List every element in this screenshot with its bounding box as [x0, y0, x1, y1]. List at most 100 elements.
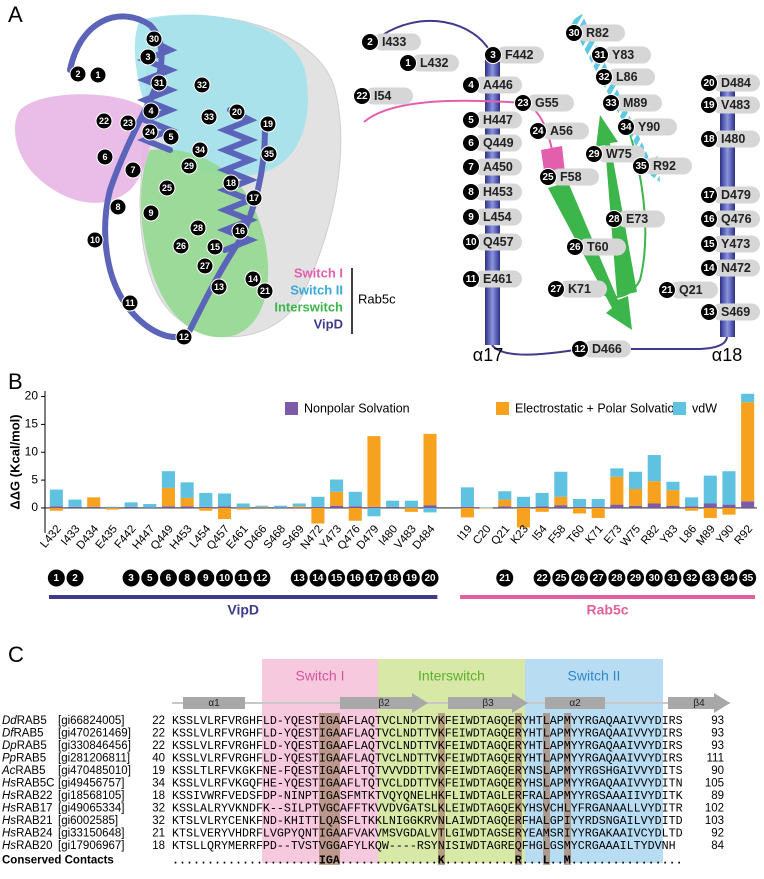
residue-pill	[541, 122, 589, 140]
bar-segment	[535, 507, 549, 512]
switch-i-surface	[15, 94, 151, 203]
start-position: 22	[152, 715, 165, 727]
legend-swatch	[285, 402, 298, 415]
residue-badge	[529, 122, 547, 140]
start-position: 22	[152, 740, 165, 752]
legend-label: Switch I	[294, 265, 343, 280]
residue-number: 19	[703, 100, 715, 111]
residue-number: 21	[260, 286, 270, 296]
residue-name: E461	[483, 272, 512, 286]
residue-badge	[172, 237, 190, 255]
residue-badge	[720, 569, 738, 587]
residue-badge	[595, 68, 613, 86]
residue-number: 31	[594, 50, 606, 61]
bar-segment	[217, 507, 232, 520]
sequence: KSSIVWRFVEDSFDP-NINPTIGASFMTKTVQYQNELHKF…	[172, 789, 683, 803]
residue-number: 11	[238, 573, 249, 584]
residue-badge	[591, 46, 609, 64]
residue-number: 3	[145, 52, 150, 62]
bar-segment	[180, 506, 194, 508]
bar-segment	[703, 503, 717, 508]
residue-pill	[474, 270, 522, 288]
bar-segment	[479, 507, 493, 508]
sequence: KSSLALRYVKNDFK--SILPTVGCAFFTKVVDVGATSLKL…	[172, 802, 683, 816]
region-label: Switch I	[295, 668, 344, 684]
residue-badge	[421, 569, 439, 587]
residue-badge	[89, 66, 107, 84]
species: Dd	[2, 715, 17, 727]
residue-badge	[700, 303, 718, 321]
residue-badge	[290, 569, 308, 587]
residue-name: R92	[653, 159, 676, 173]
residue-pill	[474, 158, 522, 176]
residue-number: 19	[406, 573, 418, 584]
start-position: 32	[152, 815, 165, 827]
residue-number: 6	[166, 573, 172, 584]
residue-number: 15	[331, 573, 343, 584]
x-tick-label: R92	[733, 523, 756, 547]
y-tick-label: 10	[25, 444, 39, 458]
sequence: KTSLVERYVHDRFLVGPYQNTIGAAFVAKVMSVGDALVTL…	[172, 827, 683, 841]
start-position: 22	[152, 728, 165, 740]
residue-number: 34	[620, 122, 632, 133]
bar-segment	[666, 505, 680, 508]
gene: RAB5C	[16, 778, 54, 790]
y-tick-label: 20	[25, 389, 39, 403]
residue-pill	[712, 186, 760, 204]
residue-number: 33	[705, 573, 717, 584]
residue-number: 2	[72, 573, 78, 584]
sequence: KSSLVLRFVRGHFLD-YQESTIGAAFLAQTVCLNDTTVKF…	[172, 752, 683, 766]
residue-name: Q21	[679, 283, 703, 297]
gene: RAB5	[17, 715, 47, 727]
residue-name: H447	[483, 113, 513, 127]
bar-segment	[647, 455, 661, 482]
residue-badge	[86, 231, 104, 249]
bar-segment	[180, 482, 194, 498]
bar-segment	[591, 507, 605, 518]
ss-label: β4	[693, 698, 705, 709]
gene: RAB20	[16, 840, 52, 852]
residue-badge	[210, 278, 228, 296]
residue-number: 20	[232, 107, 242, 117]
residue-number: 3	[490, 50, 496, 61]
residue-pill	[474, 233, 522, 251]
residue-number: 14	[703, 263, 715, 274]
bar-segment	[367, 436, 381, 507]
residue-number: 10	[219, 573, 231, 584]
sequence-name: HsRAB24	[2, 828, 53, 840]
residue-badge	[216, 569, 233, 587]
bar-segment	[330, 505, 344, 508]
bar-segment	[274, 505, 288, 508]
helix-ss	[183, 697, 245, 709]
residue-pill	[526, 94, 574, 112]
residue-badge	[189, 219, 207, 237]
sequence-name: DfRAB5	[2, 728, 44, 740]
gi-id: [gi6002585]	[58, 815, 118, 827]
residue-number: 12	[179, 332, 189, 342]
residue-number: 29	[630, 573, 642, 584]
bar-segment	[610, 468, 624, 477]
residue-name: D484	[721, 76, 751, 90]
sequence: KSSLVLRFVRGHFLD-YQESTIGAAFLAQTVCLNDTTVKF…	[172, 714, 683, 728]
panel-label: B	[8, 369, 23, 394]
residue-pill	[411, 54, 459, 72]
residue-number: 14	[248, 274, 258, 284]
residue-pill	[474, 183, 522, 201]
residue-number: 8	[468, 187, 474, 198]
sequence: KTSLLQRYMERRFPD--TVSTVGGAFYLKQW----RSYNI…	[172, 839, 676, 853]
bar-segment	[535, 506, 549, 508]
residue-name: A446	[483, 78, 513, 92]
residue-badge	[462, 270, 480, 288]
residue-number: 29	[588, 149, 600, 160]
residue-number: 35	[742, 573, 754, 584]
gi-id: [gi33150648]	[58, 828, 125, 840]
residue-badge	[353, 87, 371, 105]
residue-pill	[474, 76, 522, 94]
residue-number: 22	[356, 91, 368, 102]
residue-badge	[683, 569, 701, 587]
residue-badge	[95, 112, 113, 130]
residue-name: F442	[505, 48, 534, 62]
residue-badge	[66, 569, 84, 587]
residue-pill	[474, 208, 522, 226]
residue-badge	[700, 210, 718, 228]
